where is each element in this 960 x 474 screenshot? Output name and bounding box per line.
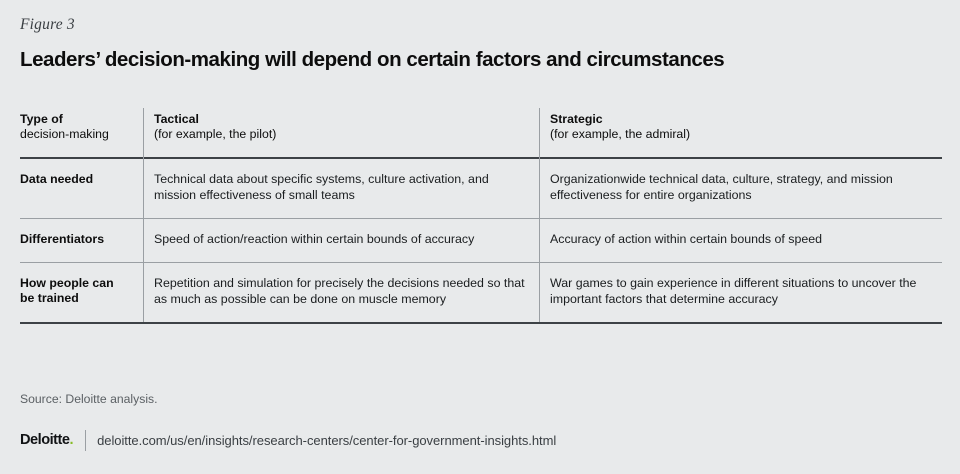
row-cell-tactical: Speed of action/reaction within certain … [144, 219, 539, 263]
comparison-table-wrapper: Type of decision-making Tactical (for ex… [20, 108, 942, 325]
vertical-divider-seg [539, 262, 540, 264]
row-cell-strategic: Organizationwide technical data, culture… [540, 159, 942, 218]
deloitte-logo: Deloitte. [20, 432, 74, 448]
row-label: Data needed [20, 159, 143, 218]
vertical-divider-seg [539, 159, 540, 218]
row-label: Differentiators [20, 219, 143, 263]
header-sub: (for example, the pilot) [154, 126, 277, 141]
figure-title: Leaders’ decision-making will depend on … [20, 48, 725, 71]
deloitte-logo-text: Deloitte [20, 432, 70, 448]
header-cell-strategic: Strategic (for example, the admiral) [540, 108, 942, 158]
header-strong: Tactical [154, 112, 199, 126]
row-cell-tactical: Technical data about specific systems, c… [144, 159, 539, 218]
figure-label: Figure 3 [20, 16, 75, 33]
rule-below-header [20, 157, 942, 160]
brand-url[interactable]: deloitte.com/us/en/insights/research-cen… [97, 432, 557, 448]
header-strong: Strategic [550, 112, 603, 126]
vertical-divider-seg [539, 218, 540, 219]
rule-between-rows [20, 218, 942, 219]
table-row: How people can be trained Repetition and… [20, 263, 942, 323]
vertical-divider-seg [539, 219, 540, 263]
deloitte-logo-dot: . [69, 432, 74, 448]
vertical-divider-2 [539, 108, 540, 158]
vertical-divider-seg [539, 157, 540, 160]
vertical-divider-seg [143, 219, 144, 263]
source-note: Source: Deloitte analysis. [20, 392, 158, 406]
rule-between-rows [20, 262, 942, 264]
vertical-divider-seg [143, 218, 144, 219]
table-row: Differentiators Speed of action/reaction… [20, 219, 942, 263]
table-row: Data needed Technical data about specifi… [20, 159, 942, 218]
header-sub: decision-making [20, 126, 109, 141]
row-cell-tactical: Repetition and simulation for precisely … [144, 263, 539, 323]
vertical-divider-seg [143, 157, 144, 160]
row-cell-strategic: Accuracy of action within certain bounds… [540, 219, 942, 263]
header-cell-tactical: Tactical (for example, the pilot) [144, 108, 539, 158]
row-label: How people can be trained [20, 263, 143, 323]
vertical-divider-seg [143, 159, 144, 218]
brand-separator [85, 429, 87, 451]
vertical-divider-1 [143, 108, 144, 158]
vertical-divider-seg [143, 262, 144, 264]
comparison-table: Type of decision-making Tactical (for ex… [20, 108, 942, 325]
row-cell-strategic: War games to gain experience in differen… [540, 263, 942, 323]
rule-table-bottom [20, 322, 942, 325]
table-header-row: Type of decision-making Tactical (for ex… [20, 108, 942, 158]
vertical-divider-seg [143, 263, 144, 323]
header-sub: (for example, the admiral) [550, 126, 691, 141]
header-cell-type-of-decision-making: Type of decision-making [20, 108, 143, 158]
header-strong: Type of [20, 112, 63, 126]
brand-bar: Deloitte. deloitte.com/us/en/insights/re… [20, 429, 556, 451]
vertical-divider-seg [539, 263, 540, 323]
